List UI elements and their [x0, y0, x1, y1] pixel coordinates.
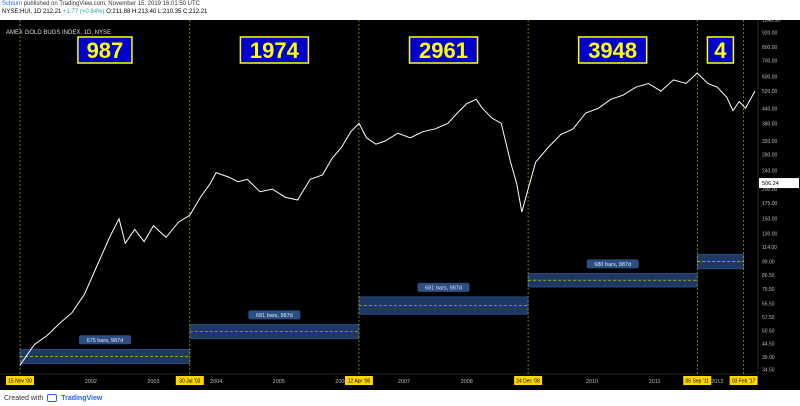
y-axis: 34.50 39.00 44.50 50.50 57.50 65.50 75.50 86.50…	[757, 20, 800, 390]
chart-title: AMEX GOLD BUGS INDEX, 1D, NYSE	[6, 30, 111, 36]
x-tick-label: 2004	[210, 379, 222, 385]
x-tick-label: 2006	[335, 379, 347, 385]
y-tick-label: 39.00	[762, 355, 775, 361]
cycle-number-box	[408, 36, 479, 64]
range-box-tag	[586, 259, 639, 269]
ohlc-values: O:211.88 H:213.40 L:210.35 C:212.21	[106, 9, 208, 15]
cycle-number-label: 987	[87, 38, 124, 63]
y-tick-label: 34.50	[762, 367, 775, 373]
y-tick-label: 114.00	[762, 245, 777, 251]
y-tick-label: 50.50	[762, 328, 775, 334]
cycle-number-labels: 987 1974 2961 3948 4	[77, 36, 735, 64]
y-tick-label: 200.00	[762, 187, 778, 193]
y-tick-label: 65.50	[762, 302, 775, 308]
y-tick-label: 175.00	[762, 201, 778, 207]
cycle-date-tag	[6, 376, 35, 385]
cycle-date-label: 30 Jul '03	[179, 379, 200, 385]
y-tick-label: 700.00	[762, 59, 778, 65]
x-tick-label: 2005	[273, 379, 285, 385]
range-box-label: 675 bars, 987d	[87, 338, 124, 344]
cycle-date-tag	[729, 376, 758, 385]
range-box-label: 681 bars, 987d	[425, 285, 462, 291]
cycle-number-box	[706, 36, 735, 64]
x-tick-label: 2002	[85, 379, 97, 385]
cycle-number-label: 2961	[419, 38, 468, 63]
x-tick-label: 2008	[461, 379, 473, 385]
cycle-number-label: 4	[714, 38, 727, 63]
y-tick-label: 75.50	[762, 287, 775, 293]
price-change: +1.77 (+0.84%)	[63, 9, 105, 15]
current-price-label: 506.24	[762, 181, 779, 187]
x-axis: 2002 2003 2004 2005 2006 2007 2008 2010 2011 2012	[0, 373, 758, 385]
cycle-number-label: 1974	[250, 38, 300, 63]
y-tick-label: 320.00	[762, 139, 778, 145]
range-box-label: 681 bars, 987d	[256, 313, 293, 319]
x-tick-label: 2003	[147, 379, 159, 385]
cycle-number-box	[239, 36, 310, 64]
current-price-tag	[759, 178, 799, 189]
publish-info: published on TradingView.com, November 1…	[23, 1, 201, 7]
cycle-date-tag	[344, 376, 373, 385]
y-axis-bg	[758, 20, 800, 390]
footer-text: Created with TradingView	[4, 394, 102, 402]
range-box-tag	[417, 282, 470, 292]
x-tick-label: 2012	[711, 379, 723, 385]
x-tick-label: 2011	[649, 379, 661, 385]
y-tick-label: 150.00	[762, 217, 778, 223]
cycle-date-tag	[175, 376, 204, 385]
range-boxes: 675 bars, 987d 681 bars, 987d 681 bars, 98…	[19, 253, 744, 364]
x-tick-label: 2007	[398, 379, 410, 385]
y-tick-label: 520.00	[762, 89, 778, 95]
created-with-label: Created with	[4, 394, 44, 402]
symbol-line: NYSE:HUI, 1D 212.21 +1.77 (+0.84%) O:211…	[2, 9, 207, 15]
chart-area[interactable]: 675 bars, 987d 681 bars, 987d 681 bars, 98…	[0, 20, 800, 390]
chart-header: Schlum published on TradingView.com, Nov…	[0, 0, 800, 20]
brand-link[interactable]: TradingView	[61, 394, 103, 402]
cycle-date-label: 12 Apr '06	[348, 379, 371, 385]
cycle-date-tag	[514, 376, 543, 385]
y-tick-label: 280.00	[762, 153, 778, 159]
cycle-number-label: 3948	[588, 38, 637, 63]
cycle-number-box	[77, 36, 133, 64]
cycle-date-tag	[683, 376, 712, 385]
y-tick-label: 130.00	[762, 231, 778, 237]
cycle-number-box	[577, 36, 648, 64]
range-box-tag	[78, 335, 131, 345]
y-tick-label: 920.00	[762, 31, 778, 37]
cycle-date-label: 15 Nov '00	[8, 379, 32, 385]
cycle-lines: 15 Nov '00 30 Jul '03 12 Apr '06 24 Dec '08…	[6, 20, 758, 385]
y-tick-label: 99.00	[762, 259, 775, 265]
price-series	[19, 72, 756, 366]
y-tick-label: 86.50	[762, 273, 775, 279]
cycle-date-label: 24 Dec '08	[516, 379, 540, 385]
y-tick-label: 380.00	[762, 121, 778, 127]
publish-line: Schlum published on TradingView.com, Nov…	[2, 1, 200, 7]
y-tick-label: 600.00	[762, 74, 778, 80]
price-line	[19, 72, 756, 366]
cycle-date-label: 03 Feb '17	[732, 379, 756, 385]
author-link[interactable]: Schlum	[2, 1, 23, 7]
range-box-tag	[248, 310, 301, 320]
symbol-price: NYSE:HUI, 1D 212.21	[2, 9, 62, 15]
range-box-label: 680 bars, 987d	[594, 262, 631, 268]
y-tick-label: 44.50	[762, 341, 775, 347]
footer: Created with TradingView	[0, 390, 800, 406]
y-tick-label: 1040.00	[762, 20, 780, 24]
chart-svg[interactable]: 675 bars, 987d 681 bars, 987d 681 bars, 98…	[0, 20, 800, 390]
y-tick-label: 240.00	[762, 168, 778, 174]
cycle-date-label: 06 Sep '11	[686, 379, 710, 385]
tradingview-logo-icon	[47, 394, 58, 402]
y-tick-label: 57.50	[762, 315, 775, 321]
y-tick-label: 800.00	[762, 45, 778, 51]
x-tick-label: 2010	[586, 379, 598, 385]
y-tick-label: 440.00	[762, 106, 778, 112]
